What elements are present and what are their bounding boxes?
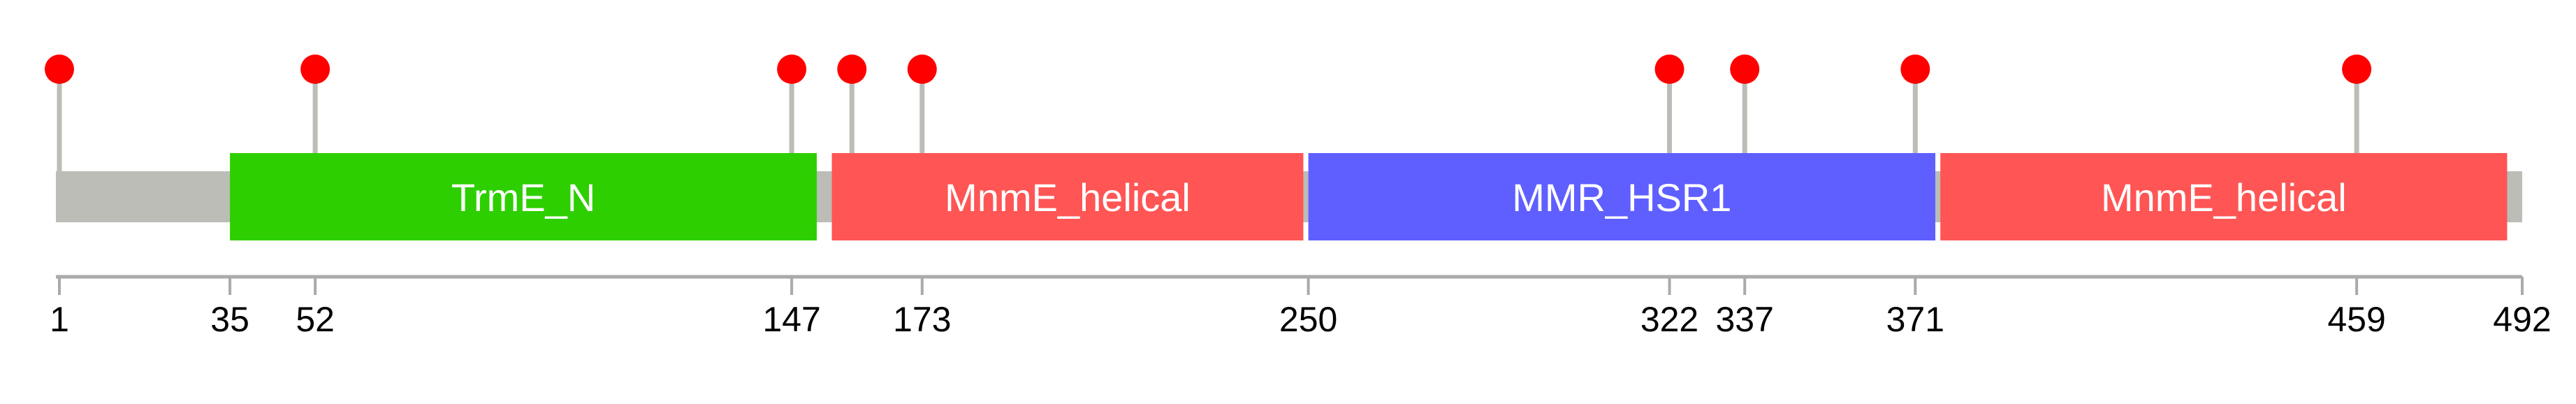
mutation-marker-147[interactable]	[777, 55, 807, 84]
domain-trme-n[interactable]: TrmE_N	[230, 153, 817, 240]
tick-label: 492	[2493, 300, 2551, 339]
domains: TrmE_N MnmE_helical MMR_HSR1 MnmE_helical	[230, 153, 2508, 240]
tick-label: 322	[1640, 300, 1698, 339]
domain-label: TrmE_N	[451, 175, 595, 219]
domain-box	[230, 153, 817, 240]
mutation-marker-459[interactable]	[2342, 55, 2372, 84]
mutation-marker-337[interactable]	[1730, 55, 1760, 84]
tick-label: 173	[893, 300, 951, 339]
mutation-marker-159[interactable]	[837, 55, 867, 84]
tick-label: 52	[296, 300, 335, 339]
mutation-marker-173[interactable]	[907, 55, 937, 84]
mutation-marker-371[interactable]	[1900, 55, 1930, 84]
mutation-stems	[57, 70, 2359, 171]
domain-mnme-helical[interactable]: MnmE_helical	[831, 153, 1304, 240]
domain-label: MnmE_helical	[2101, 175, 2347, 219]
mutation-markers	[45, 55, 2372, 84]
tick-label: 337	[1716, 300, 1774, 339]
mutation-marker-52[interactable]	[300, 55, 330, 84]
mutation-marker-322[interactable]	[1654, 55, 1684, 84]
domain-mmr-hsr1[interactable]: MMR_HSR1	[1308, 153, 1936, 240]
domain-box	[1940, 153, 2508, 240]
domain-box	[1308, 153, 1936, 240]
mutation-marker-1[interactable]	[45, 55, 74, 84]
domain-box	[831, 153, 1304, 240]
tick-label: 459	[2327, 300, 2385, 339]
tick-label: 250	[1279, 300, 1337, 339]
tick-label: 35	[210, 300, 249, 339]
domain-label: MnmE_helical	[945, 175, 1191, 219]
tick-label: 1	[50, 300, 69, 339]
tick-label: 371	[1886, 300, 1944, 339]
domain-label: MMR_HSR1	[1512, 175, 1731, 219]
tick-label: 147	[762, 300, 820, 339]
domain-mnme-helical[interactable]: MnmE_helical	[1940, 153, 2508, 240]
position-axis: 1 35 52 147 173 250 322 337 371 459 492	[50, 275, 2552, 339]
